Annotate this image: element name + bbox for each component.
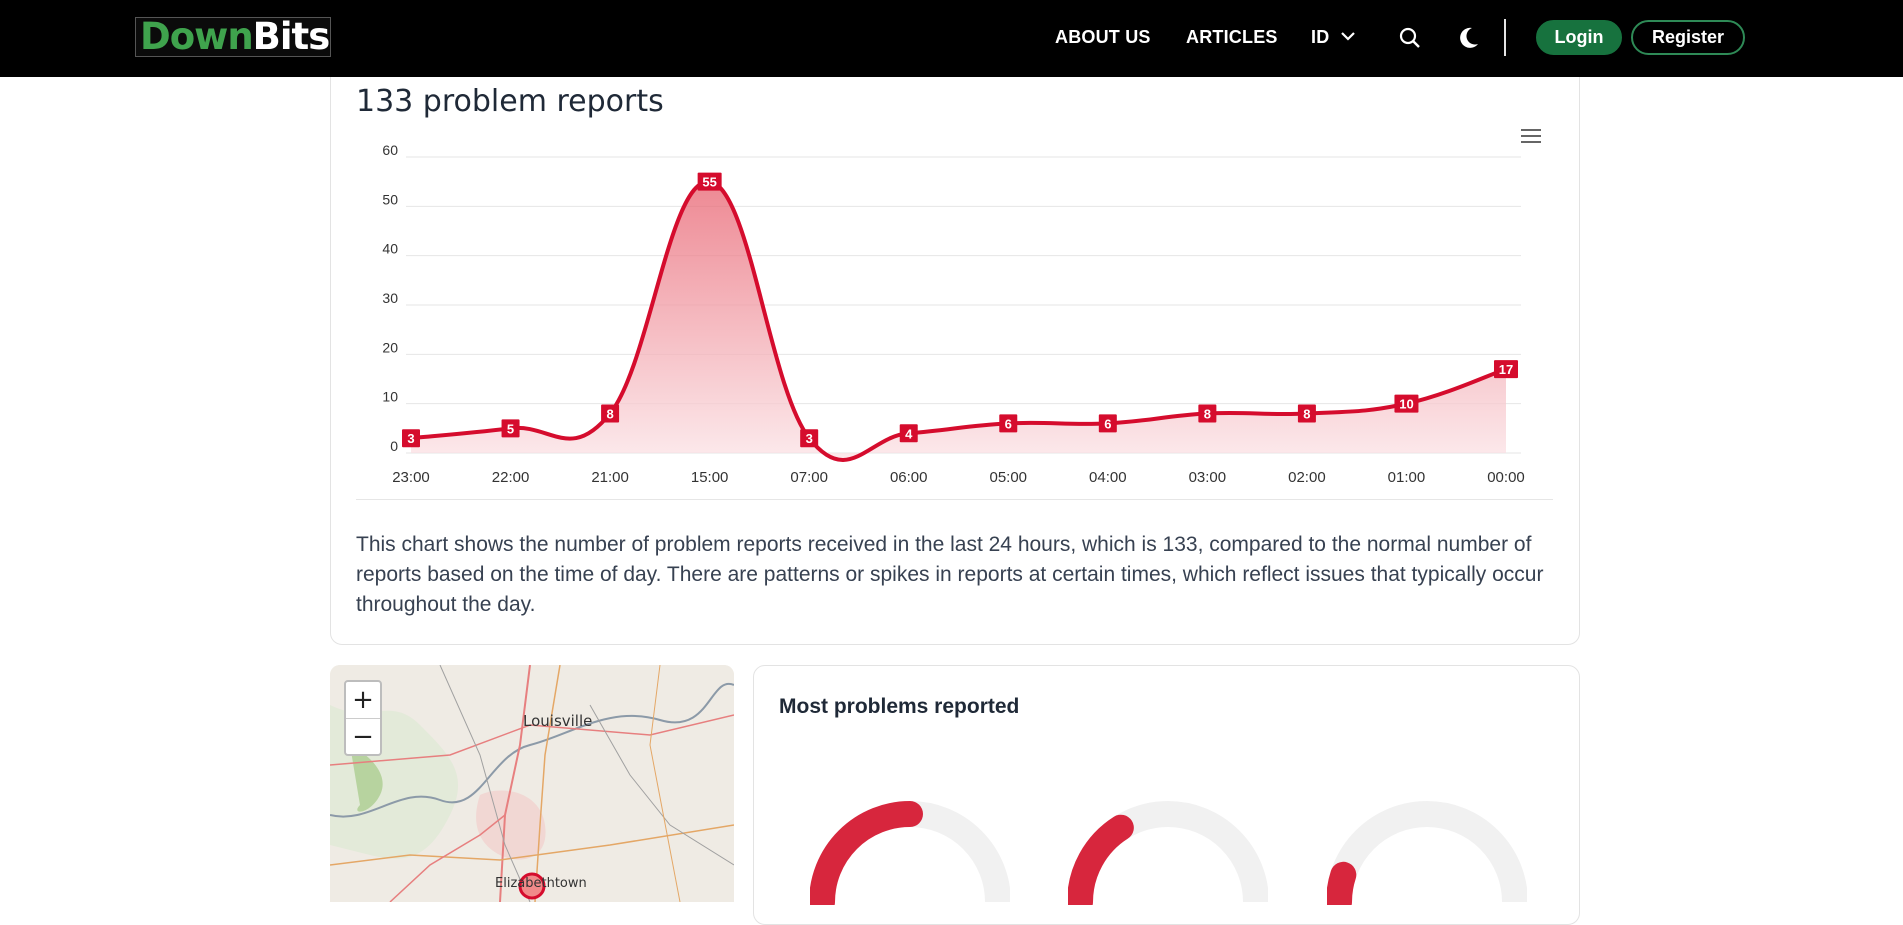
- data-point-marker: [1494, 360, 1518, 379]
- data-label: 4: [905, 426, 913, 441]
- data-point-marker: [899, 424, 918, 443]
- gauge-track: [1327, 801, 1527, 903]
- chart-title: 133 problem reports: [356, 84, 664, 119]
- logo-down-text: Down: [140, 15, 254, 58]
- data-label: 5: [507, 421, 514, 436]
- x-tick-label: 02:00: [1288, 469, 1326, 486]
- login-button[interactable]: Login: [1536, 20, 1622, 55]
- y-tick-label: 60: [382, 142, 398, 158]
- nav-about-link[interactable]: ABOUT US: [1055, 27, 1151, 47]
- data-label: 8: [606, 407, 613, 422]
- problem-reports-chart: 0 10 20 30 40 50 60 3 5 8 55 3 4 6 6 8 8 10 17 23:00 22:00 21…: [382, 142, 1525, 486]
- register-button[interactable]: Register: [1631, 20, 1745, 55]
- problem-gauge-3: [1327, 801, 1527, 905]
- problem-gauge-2: [1068, 801, 1268, 905]
- data-point-marker: [501, 419, 520, 438]
- data-point-marker: [999, 414, 1018, 433]
- gauge-fill: [810, 801, 923, 905]
- data-point-marker: [697, 172, 722, 191]
- x-tick-label: 03:00: [1189, 469, 1227, 486]
- card-separator: [356, 499, 1553, 500]
- data-label: 6: [1005, 416, 1012, 431]
- data-label: 3: [806, 431, 813, 446]
- data-label: 8: [1303, 407, 1310, 422]
- data-point-marker: [601, 404, 620, 423]
- map-label-louisville: Louisville: [523, 712, 593, 730]
- most-problems-card: [753, 665, 1580, 925]
- data-point-marker: [1198, 404, 1217, 423]
- problem-reports-card: [330, 40, 1580, 645]
- gauge-fill: [1068, 814, 1134, 905]
- data-point-marker: [800, 429, 819, 448]
- x-tick-label: 01:00: [1388, 469, 1426, 486]
- moon-icon[interactable]: [1458, 26, 1480, 55]
- x-tick-label: 05:00: [989, 469, 1027, 486]
- chevron-down-icon[interactable]: [1340, 29, 1356, 47]
- data-label: 55: [702, 175, 716, 190]
- data-point-marker: [1098, 414, 1117, 433]
- data-label: 6: [1104, 416, 1111, 431]
- zoom-out-button[interactable]: −: [346, 718, 380, 754]
- logo-bits-text: Bits: [252, 15, 331, 58]
- y-tick-label: 30: [382, 290, 398, 306]
- chart-description: This chart shows the number of problem r…: [356, 533, 1544, 616]
- outage-map[interactable]: + − Louisville Elizabethtown: [330, 665, 734, 902]
- y-tick-label: 50: [382, 191, 398, 207]
- y-tick-label: 40: [382, 241, 398, 257]
- data-label: 10: [1399, 397, 1413, 412]
- x-tick-label: 23:00: [392, 469, 430, 486]
- problem-gauge-1: [810, 801, 1010, 905]
- x-tick-label: 07:00: [790, 469, 828, 486]
- downbits-logo[interactable]: Down Bits: [135, 17, 331, 57]
- x-tick-label: 04:00: [1089, 469, 1127, 486]
- nav-divider: [1504, 19, 1506, 56]
- most-problems-title: Most problems reported: [779, 695, 1020, 718]
- y-tick-label: 20: [382, 339, 398, 355]
- search-icon[interactable]: [1398, 26, 1422, 55]
- y-tick-label: 0: [390, 438, 398, 454]
- gauge-fill: [1327, 861, 1357, 905]
- data-label: 17: [1499, 362, 1513, 377]
- x-tick-label: 15:00: [691, 469, 729, 486]
- map-zoom-control: + −: [344, 680, 382, 756]
- chart-menu-icon[interactable]: [1520, 127, 1542, 150]
- data-label: 8: [1204, 407, 1211, 422]
- data-point-marker: [1394, 394, 1419, 413]
- data-label: 3: [407, 431, 414, 446]
- map-label-elizabethtown: Elizabethtown: [495, 876, 587, 891]
- zoom-in-button[interactable]: +: [352, 685, 374, 715]
- series-area: [411, 181, 1506, 460]
- language-selector[interactable]: ID: [1311, 27, 1330, 47]
- x-tick-label: 00:00: [1487, 469, 1525, 486]
- data-point-marker: [402, 429, 420, 448]
- data-point-marker: [1297, 404, 1316, 423]
- nav-articles-link[interactable]: ARTICLES: [1186, 27, 1278, 47]
- y-tick-label: 10: [382, 389, 398, 405]
- x-tick-label: 22:00: [492, 469, 530, 486]
- top-navbar: Down Bits ABOUT US ARTICLES ID Login Regi…: [0, 0, 1903, 77]
- x-tick-label: 06:00: [890, 469, 928, 486]
- x-tick-label: 21:00: [591, 469, 629, 486]
- map-tiles: [330, 665, 734, 902]
